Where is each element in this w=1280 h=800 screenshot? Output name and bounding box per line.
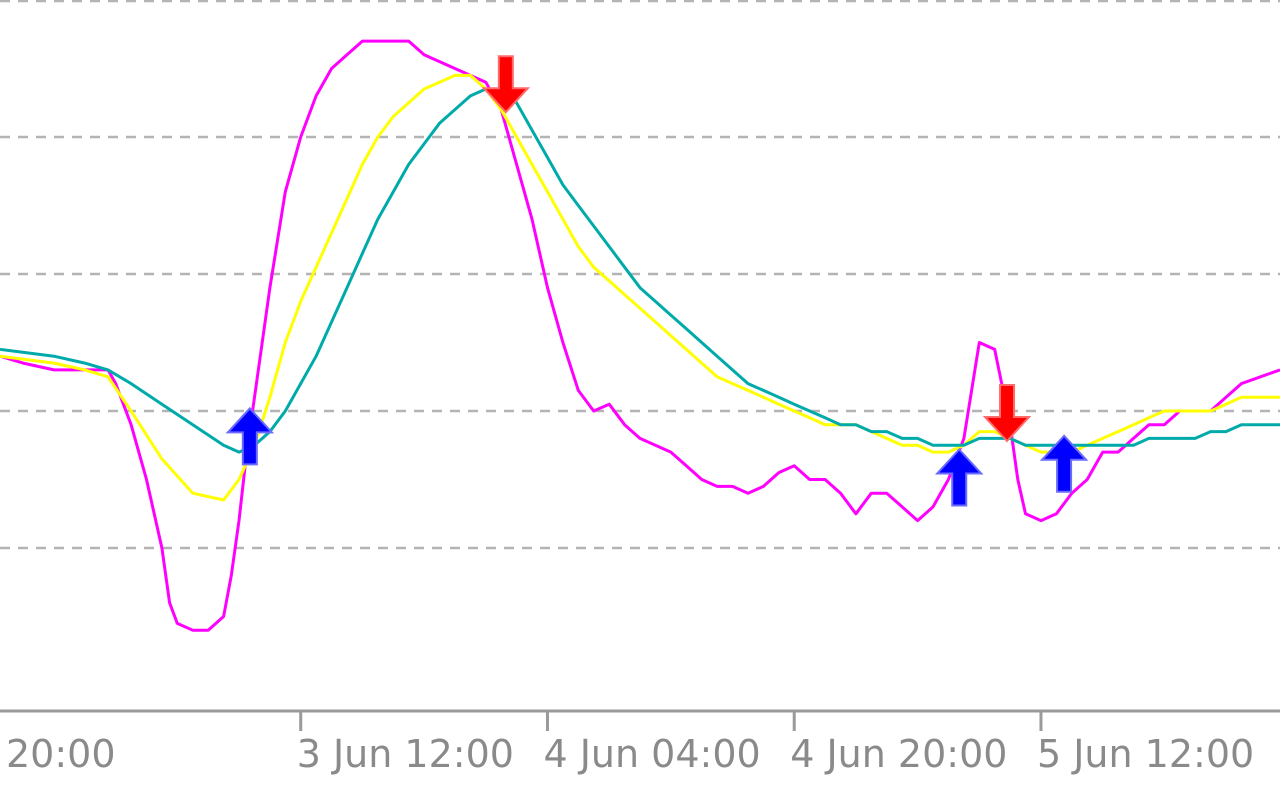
- x-tick-label-2: 4 Jun 04:00: [543, 732, 760, 776]
- x-tick-label-1: 3 Jun 12:00: [297, 732, 514, 776]
- series-lines: [0, 39, 1280, 632]
- x-tick-label-0: 20:00: [6, 732, 116, 776]
- x-tick-label-4: 5 Jun 12:00: [1037, 732, 1254, 776]
- sell-arrow-icon-3: [982, 384, 1032, 443]
- series-line-slow: [0, 87, 1280, 454]
- x-axis-ticks: 20:00 3 Jun 12:00 4 Jun 04:00 4 Jun 20:00 5 …: [6, 711, 1254, 776]
- buy-arrow-icon-2: [934, 448, 984, 507]
- x-tick-label-3: 4 Jun 20:00: [790, 732, 1007, 776]
- sell-arrow-icon-1: [481, 55, 531, 114]
- series-line-medium: [0, 73, 1280, 502]
- buy-arrow-icon-0: [225, 406, 275, 466]
- grid-lines: [0, 0, 1280, 550]
- signal-arrows: [225, 55, 1089, 507]
- buy-arrow-icon-4: [1039, 434, 1089, 493]
- series-line-fast: [0, 39, 1280, 632]
